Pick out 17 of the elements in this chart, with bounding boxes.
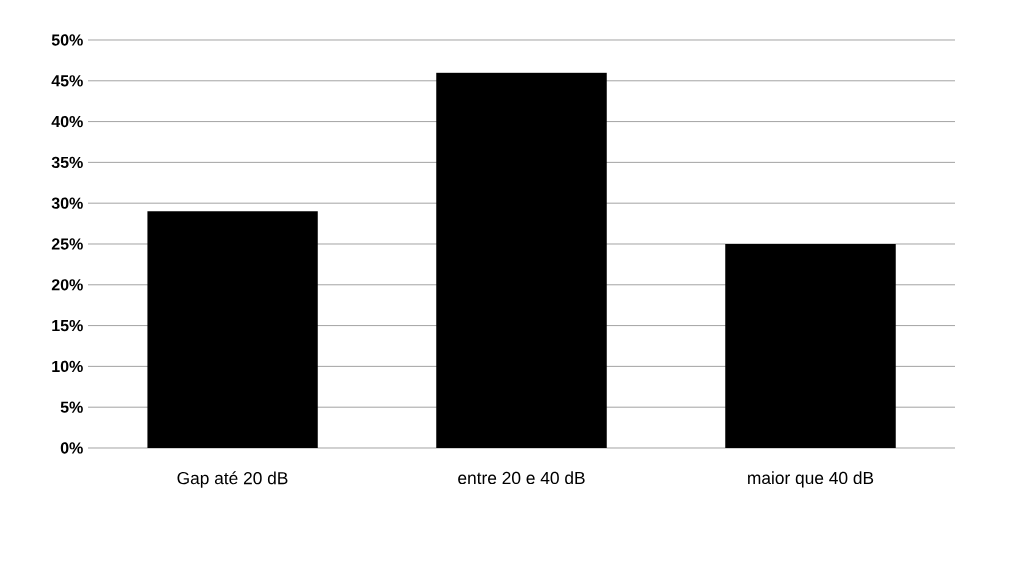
bar [725,243,896,448]
x-tick-label: entre 20 e 40 dB [458,471,585,485]
bar [147,211,318,448]
y-tick-label: 40% [51,115,83,128]
y-tick-label: 45% [51,75,83,87]
y-tick-label: 20% [51,279,83,291]
x-tick-label: maior que 40 dB [748,471,874,488]
y-tick-label: 5% [60,401,83,413]
y-tick-label: 0% [60,442,83,454]
y-tick-label: 30% [51,197,83,209]
y-tick-label: 25% [51,238,83,250]
x-tick-label: Gap até 20 dB [177,471,288,488]
bar [436,72,607,448]
y-tick-label: 15% [52,319,83,332]
y-tick-label: 50% [51,34,83,46]
y-tick-label: 10% [52,360,83,373]
y-tick-label: 35% [51,156,83,169]
